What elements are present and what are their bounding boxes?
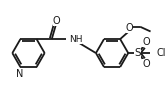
Text: NH: NH xyxy=(69,35,82,44)
Text: N: N xyxy=(16,69,23,79)
Text: O: O xyxy=(142,37,150,47)
Text: O: O xyxy=(126,23,133,33)
Text: S: S xyxy=(134,48,141,58)
Text: Cl: Cl xyxy=(157,48,166,58)
Text: O: O xyxy=(53,16,60,26)
Text: O: O xyxy=(142,60,150,69)
